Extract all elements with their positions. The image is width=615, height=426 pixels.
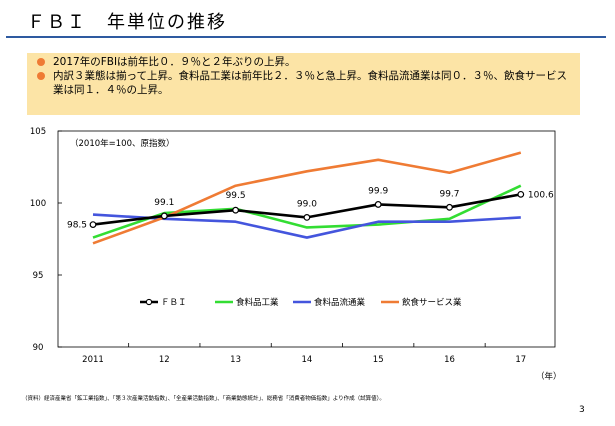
title-rule — [6, 36, 606, 38]
data-label: 99.5 — [226, 191, 246, 201]
data-point — [303, 213, 311, 221]
data-label: 99.7 — [439, 189, 459, 199]
x-tick-label: 15 — [373, 355, 384, 365]
y-tick-label: 90 — [33, 343, 44, 353]
summary-bullet: 2017年のFBIは前年比０．９％と２年ぶりの上昇。 — [37, 55, 574, 69]
slide-title: ＦＢＩ 年単位の推移 — [27, 12, 227, 33]
page-number: 3 — [579, 405, 585, 415]
bullet-dot-icon — [37, 72, 45, 80]
bullet-dot-icon — [37, 58, 45, 66]
x-tick-label: 13 — [230, 355, 241, 365]
summary-bullet: 内訳３業態は揃って上昇。食料品工業は前年比２．３％と急上昇。食料品流通業は同０．… — [37, 69, 574, 97]
bullet-text: 内訳３業態は揃って上昇。食料品工業は前年比２．３％と急上昇。食料品流通業は同０．… — [53, 70, 567, 96]
y-tick-label: 105 — [30, 127, 46, 137]
x-tick-label: 16 — [444, 355, 455, 365]
x-tick-label: 17 — [515, 355, 526, 365]
x-tick-label: 12 — [159, 355, 170, 365]
plot-frame — [57, 130, 556, 348]
data-point — [160, 212, 168, 220]
y-tick-label: 100 — [30, 199, 46, 209]
summary-box: 2017年のFBIは前年比０．９％と２年ぶりの上昇。 内訳３業態は揃って上昇。食… — [27, 53, 580, 115]
data-point — [517, 190, 525, 198]
chart-annotation: （2010年=100、原指数） — [70, 138, 174, 149]
legend-label: 飲食サービス業 — [402, 297, 462, 308]
y-tick-label: 95 — [33, 271, 44, 281]
legend-marker — [145, 298, 153, 306]
legend-label: 食料品工業 — [236, 297, 279, 308]
data-point — [446, 203, 453, 211]
source-note: （資料）経済産業省「鉱工業指数」、「第３次産業活動指数」、「全産業活動指数」、「… — [22, 396, 385, 402]
data-label: 99.0 — [297, 199, 317, 209]
x-tick-label: 14 — [301, 355, 312, 365]
x-unit-label: （年） — [536, 371, 562, 382]
data-label: 100.6 — [528, 190, 554, 200]
legend-label: 食料品流通業 — [314, 297, 366, 308]
line-chart: 90 95 100 105 2011 12 13 14 15 16 17 （2010年=100、原指数… — [30, 127, 562, 382]
data-point — [89, 221, 97, 229]
data-label: 99.9 — [368, 186, 388, 196]
data-point — [374, 201, 382, 208]
data-label: 99.1 — [154, 198, 174, 208]
legend-label: ＦＢＩ — [161, 298, 187, 308]
x-tick-label: 2011 — [82, 355, 104, 365]
bullet-text: 2017年のFBIは前年比０．９％と２年ぶりの上昇。 — [53, 56, 296, 68]
data-label: 98.5 — [67, 221, 87, 231]
data-point — [232, 206, 240, 214]
